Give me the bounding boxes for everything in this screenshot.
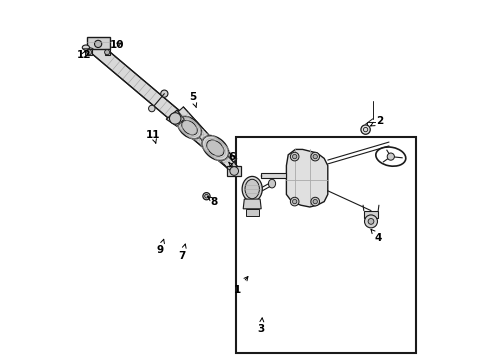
Ellipse shape [269, 179, 275, 188]
Ellipse shape [365, 215, 377, 228]
Polygon shape [364, 211, 378, 218]
Text: 11: 11 [146, 130, 160, 143]
Text: 6: 6 [229, 152, 236, 167]
Bar [236, 137, 416, 353]
Ellipse shape [293, 199, 297, 204]
Ellipse shape [291, 152, 299, 161]
Text: 3: 3 [258, 318, 265, 334]
Polygon shape [85, 38, 237, 169]
Polygon shape [286, 149, 328, 207]
Ellipse shape [104, 50, 110, 55]
Ellipse shape [311, 197, 319, 206]
Polygon shape [87, 49, 92, 55]
Ellipse shape [177, 116, 201, 139]
Ellipse shape [161, 90, 168, 97]
Ellipse shape [293, 154, 297, 159]
Polygon shape [104, 49, 110, 55]
Text: 12: 12 [76, 50, 91, 60]
Ellipse shape [170, 113, 181, 124]
Polygon shape [261, 173, 286, 178]
Ellipse shape [313, 154, 318, 159]
Ellipse shape [368, 219, 374, 224]
Ellipse shape [361, 125, 370, 134]
Ellipse shape [205, 194, 208, 198]
Ellipse shape [311, 152, 319, 161]
Ellipse shape [182, 120, 197, 135]
Ellipse shape [207, 140, 224, 156]
Polygon shape [87, 37, 110, 49]
Ellipse shape [148, 105, 155, 112]
Text: 5: 5 [189, 92, 196, 108]
Text: 8: 8 [208, 197, 218, 207]
Ellipse shape [291, 197, 299, 206]
Ellipse shape [203, 193, 210, 200]
Ellipse shape [313, 199, 318, 204]
Ellipse shape [82, 45, 90, 50]
Ellipse shape [230, 167, 239, 175]
Text: 9: 9 [157, 239, 165, 255]
Text: 7: 7 [178, 244, 186, 261]
Polygon shape [166, 110, 184, 126]
Ellipse shape [245, 179, 259, 199]
Ellipse shape [242, 176, 262, 202]
Ellipse shape [95, 40, 102, 48]
Ellipse shape [387, 153, 394, 160]
Ellipse shape [202, 136, 229, 161]
Polygon shape [227, 166, 242, 176]
Text: 4: 4 [371, 229, 382, 243]
Polygon shape [245, 209, 259, 216]
Text: 1: 1 [233, 276, 248, 295]
Text: 2: 2 [371, 116, 384, 126]
Polygon shape [243, 199, 261, 209]
Polygon shape [177, 107, 237, 172]
Text: 10: 10 [110, 40, 124, 50]
Ellipse shape [87, 50, 92, 55]
